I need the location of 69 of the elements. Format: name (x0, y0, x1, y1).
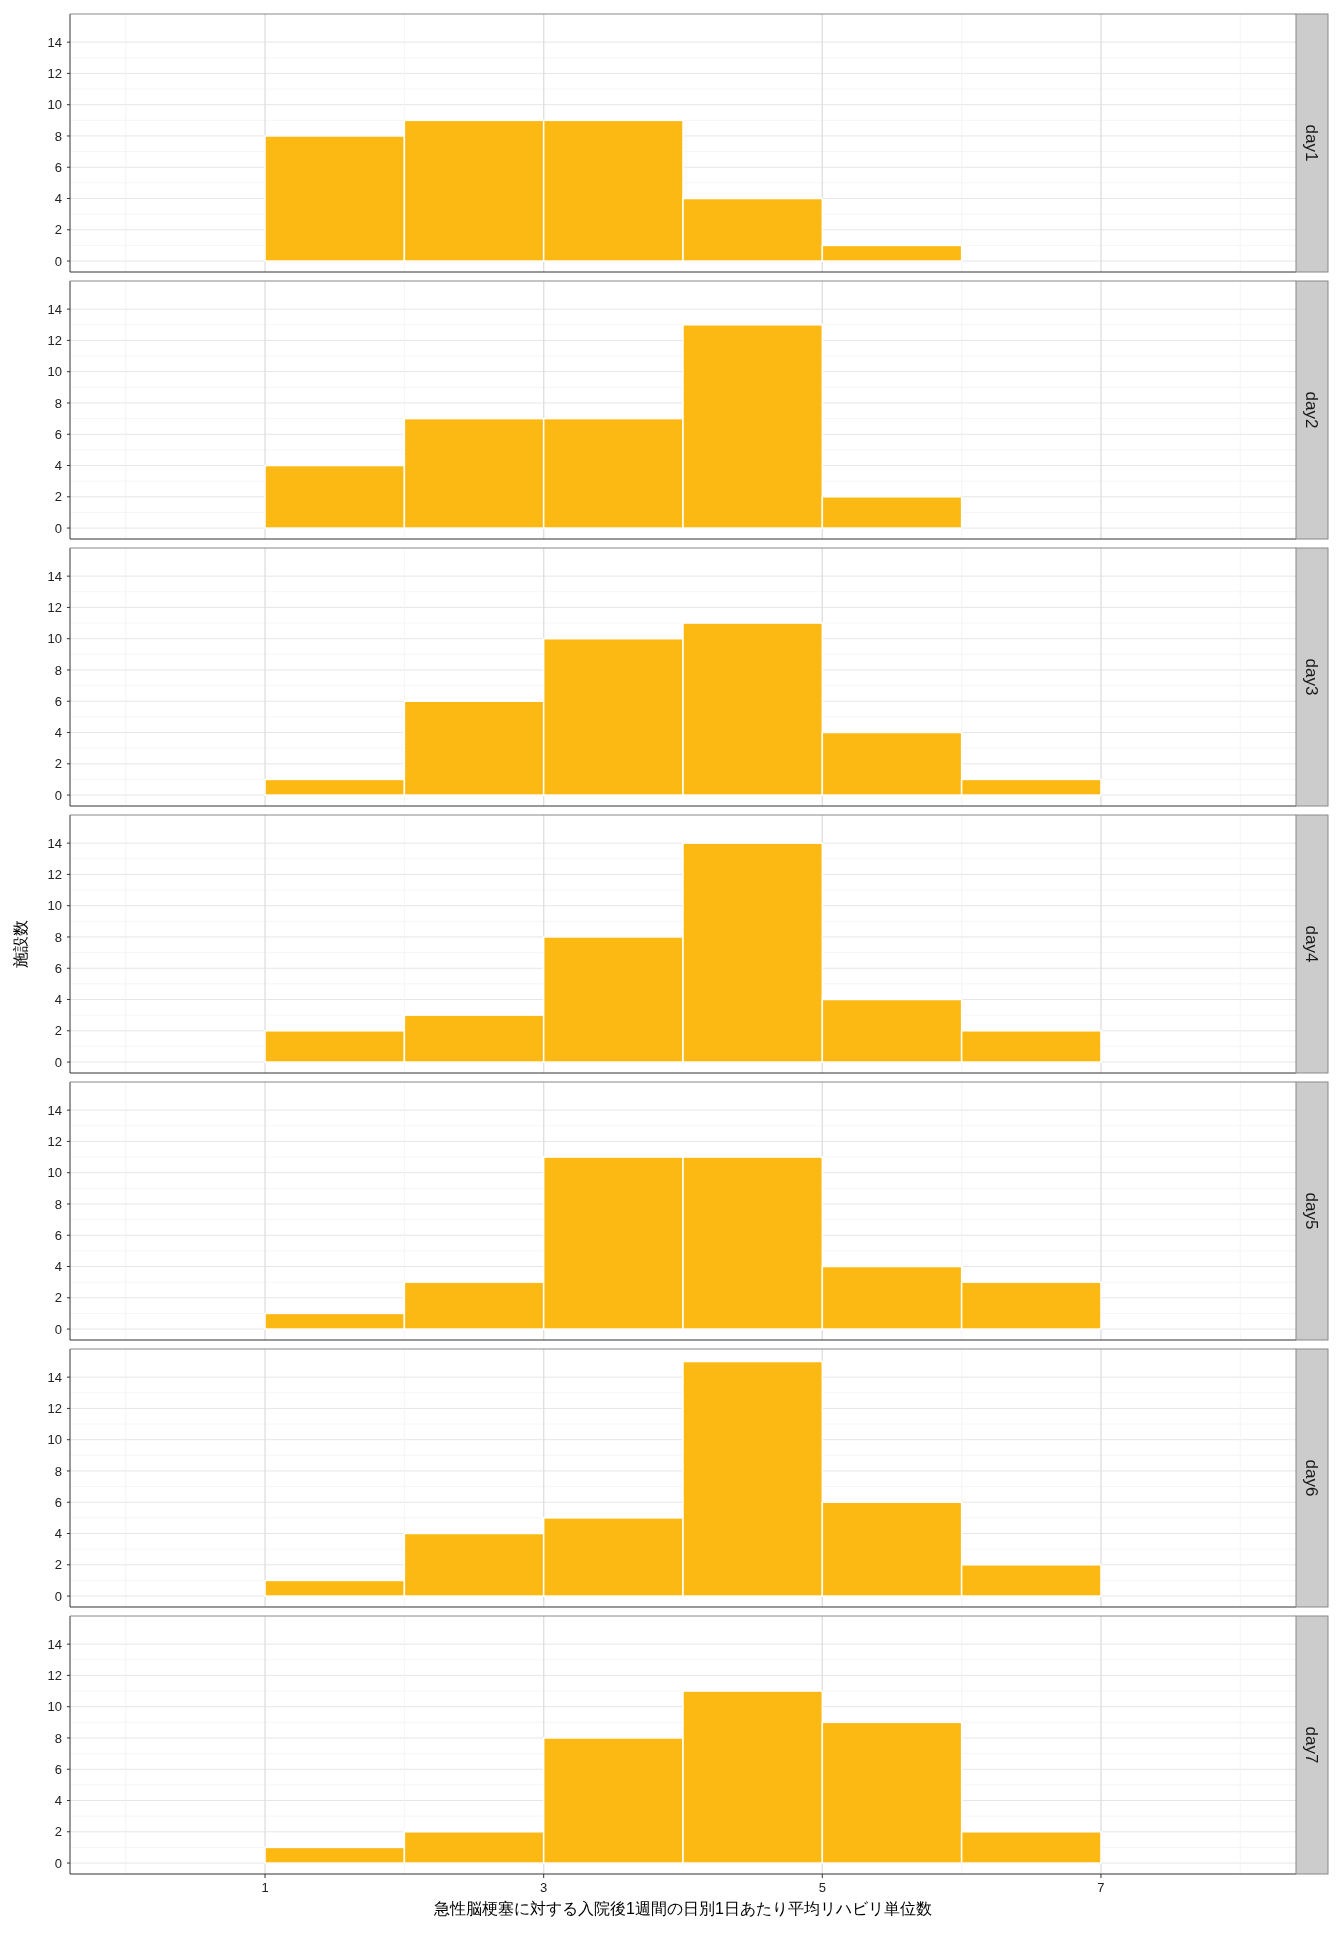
y-tick-label: 10 (47, 364, 62, 380)
y-tick-label: 12 (47, 866, 62, 882)
text: day6 (1302, 1459, 1322, 1497)
x-axis-title: 急性脳梗塞に対する入院後1週間の日別1日あたり平均リハビリ単位数 (433, 1900, 932, 1917)
y-tick-label: 12 (47, 1400, 62, 1416)
y-tick-label: 12 (47, 1133, 62, 1149)
y-tick-label: 10 (47, 1699, 62, 1715)
y-tick-label: 8 (54, 1196, 62, 1212)
y-tick-label: 2 (54, 489, 62, 505)
y-tick-label: 6 (54, 960, 62, 976)
y-tick-label: 14 (47, 34, 62, 50)
y-tick-label: 10 (47, 1165, 62, 1181)
y-tick-label: 6 (54, 1761, 62, 1777)
y-tick-label: 2 (54, 1023, 62, 1039)
y-tick-label: 6 (54, 426, 62, 442)
y-tick-label: 2 (54, 1824, 62, 1840)
y-tick-label: 14 (47, 835, 62, 851)
y-tick-label: 14 (47, 301, 62, 317)
y-tick-label: 0 (54, 787, 62, 803)
y-tick-label: 14 (47, 1102, 62, 1118)
text: day4 (1302, 925, 1322, 963)
y-tick-label: 8 (54, 1463, 62, 1479)
y-tick-label: 0 (54, 1054, 62, 1070)
y-tick-label: 0 (54, 520, 62, 536)
text: day3 (1302, 658, 1322, 696)
y-tick-label: 8 (54, 662, 62, 678)
y-tick-label: 8 (54, 128, 62, 144)
y-tick-label: 4 (54, 1793, 62, 1809)
x-tick-label: 7 (1097, 1880, 1105, 1895)
y-tick-label: 14 (47, 568, 62, 584)
y-tick-label: 6 (54, 1227, 62, 1243)
y-tick-label: 8 (54, 395, 62, 411)
y-tick-label: 10 (47, 1432, 62, 1448)
y-tick-label: 0 (54, 253, 62, 269)
y-tick-label: 12 (47, 1667, 62, 1683)
y-tick-label: 10 (47, 97, 62, 113)
y-tick-label: 6 (54, 1494, 62, 1510)
text: day1 (1302, 124, 1322, 162)
y-tick-label: 0 (54, 1321, 62, 1337)
y-tick-label: 10 (47, 631, 62, 647)
y-tick-label: 14 (47, 1369, 62, 1385)
x-tick-label: 5 (818, 1880, 826, 1895)
y-tick-label: 10 (47, 898, 62, 914)
y-tick-label: 4 (54, 1526, 62, 1542)
text: day5 (1302, 1192, 1322, 1230)
y-tick-label: 8 (54, 929, 62, 945)
x-tick-label: 1 (261, 1880, 269, 1895)
x-tick-label: 3 (540, 1880, 548, 1895)
y-tick-label: 2 (54, 1290, 62, 1306)
y-tick-label: 4 (54, 1259, 62, 1275)
y-tick-label: 0 (54, 1855, 62, 1871)
text: day2 (1302, 391, 1322, 429)
y-tick-label: 0 (54, 1588, 62, 1604)
text: day7 (1302, 1726, 1322, 1764)
y-tick-label: 4 (54, 992, 62, 1008)
y-tick-label: 4 (54, 458, 62, 474)
y-tick-label: 6 (54, 693, 62, 709)
y-axis-title: 施設数 (12, 920, 29, 968)
y-tick-label: 2 (54, 1557, 62, 1573)
y-tick-label: 12 (47, 332, 62, 348)
y-tick-label: 4 (54, 725, 62, 741)
y-tick-label: 6 (54, 159, 62, 175)
y-tick-label: 2 (54, 756, 62, 772)
y-tick-label: 14 (47, 1636, 62, 1652)
y-tick-label: 2 (54, 222, 62, 238)
y-tick-label: 12 (47, 599, 62, 615)
y-tick-label: 4 (54, 191, 62, 207)
y-tick-label: 12 (47, 65, 62, 81)
y-tick-label: 8 (54, 1730, 62, 1746)
